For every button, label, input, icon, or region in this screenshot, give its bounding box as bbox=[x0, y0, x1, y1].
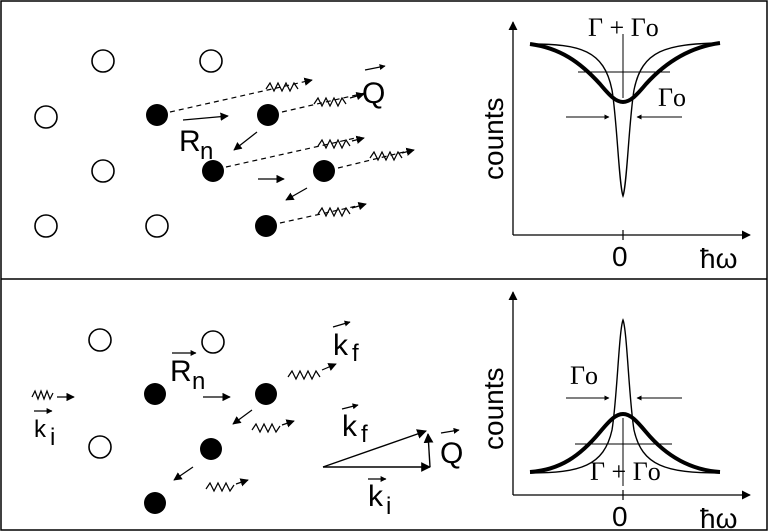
broad-curve bbox=[529, 41, 721, 105]
label-ki-left-sub: i bbox=[50, 424, 55, 451]
x-axis-label: ħω bbox=[700, 243, 737, 274]
wave-icon bbox=[287, 369, 321, 381]
label-R: R bbox=[170, 355, 192, 388]
host-atom bbox=[34, 105, 58, 129]
wave-icon bbox=[313, 96, 347, 108]
label-kf-vec: k bbox=[342, 410, 358, 443]
diffusing-atom bbox=[146, 104, 168, 126]
width-narrow-label: Γo bbox=[570, 361, 598, 390]
label-kf-top-sub: f bbox=[352, 340, 359, 367]
label-ki-vec-sub: i bbox=[386, 493, 391, 520]
diffusing-atom bbox=[144, 492, 166, 514]
label-kf-top: k bbox=[333, 329, 349, 362]
x-axis-label: ħω bbox=[700, 503, 737, 531]
host-atom bbox=[199, 49, 223, 73]
narrow-curve bbox=[529, 318, 721, 474]
wave-icon bbox=[265, 81, 299, 93]
top-spectrum: counts 0 ħω Γ + Γo Γo bbox=[478, 13, 751, 274]
width-wide-label: Γ + Γo bbox=[588, 13, 659, 42]
bottom-labels: k i R n k f k f k i Q bbox=[34, 329, 463, 520]
wave-icon bbox=[205, 481, 235, 493]
bottom-spectrum: counts 0 ħω Γ + Γo Γo bbox=[478, 291, 751, 531]
label-R: R bbox=[179, 125, 201, 158]
diffusing-atom bbox=[144, 383, 166, 405]
diffusing-atom bbox=[257, 104, 279, 126]
label-R-sub: n bbox=[200, 138, 213, 165]
x-zero-label: 0 bbox=[612, 501, 628, 531]
q-vector bbox=[423, 433, 434, 468]
width-narrow-label: Γo bbox=[658, 83, 686, 112]
wave-icon bbox=[369, 150, 403, 162]
label-ki-vec: k bbox=[368, 480, 384, 513]
host-atom bbox=[91, 49, 115, 73]
bottom-arrows bbox=[31, 320, 460, 493]
kf-vector bbox=[322, 429, 427, 468]
label-Q: Q bbox=[362, 77, 385, 110]
wave-icon bbox=[31, 389, 54, 401]
top-lattice bbox=[34, 49, 335, 238]
bottom-lattice bbox=[88, 328, 277, 514]
host-atom bbox=[88, 328, 112, 352]
x-zero-label: 0 bbox=[612, 241, 628, 272]
wave-icon bbox=[251, 422, 281, 434]
diffusing-atom bbox=[313, 160, 335, 182]
diffusing-atom bbox=[202, 160, 224, 182]
host-atom bbox=[91, 159, 115, 183]
width-wide-label: Γ + Γo bbox=[590, 457, 661, 486]
label-ki-left: k bbox=[34, 416, 47, 443]
top-labels: Q R n bbox=[179, 77, 385, 165]
narrow-curve bbox=[529, 42, 721, 199]
broad-curve bbox=[529, 411, 721, 474]
host-atom bbox=[145, 214, 169, 238]
diffusing-atom bbox=[255, 215, 277, 237]
ylabel: counts bbox=[478, 368, 509, 451]
diffusing-atom bbox=[200, 438, 222, 460]
label-R-sub: n bbox=[192, 368, 205, 395]
label-Q: Q bbox=[440, 437, 463, 470]
host-atom bbox=[34, 214, 58, 238]
wave-icon bbox=[317, 206, 351, 218]
host-atom bbox=[201, 330, 225, 354]
host-atom bbox=[88, 435, 112, 459]
diffusing-atom bbox=[255, 383, 277, 405]
top-arrows bbox=[169, 64, 415, 224]
wave-icon bbox=[317, 138, 351, 150]
label-kf-vec-sub: f bbox=[361, 421, 368, 448]
ylabel: counts bbox=[478, 98, 509, 181]
